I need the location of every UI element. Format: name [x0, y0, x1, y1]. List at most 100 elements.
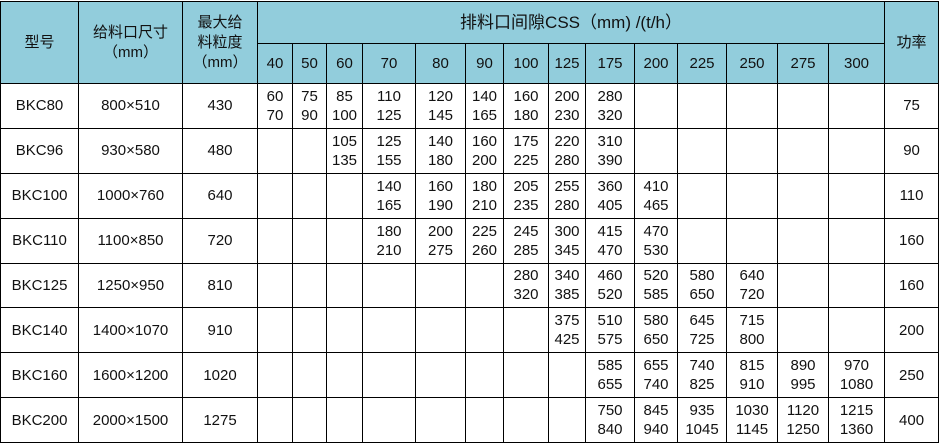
- capacity-cell: 160 180: [503, 83, 549, 129]
- capacity-cell: 85 100: [326, 83, 363, 129]
- capacity-cell: [362, 262, 416, 309]
- capacity-max: 465: [643, 196, 669, 214]
- capacity-max: 190: [427, 196, 454, 214]
- capacity-min: 470: [643, 222, 669, 240]
- capacity-cell: [257, 307, 293, 354]
- feed-opening-cell: 1250×950: [78, 262, 183, 309]
- capacity-cell: 105 135: [326, 127, 363, 174]
- capacity-min: 1215: [839, 402, 874, 420]
- header-css-caption: 排料口间隙CSS（mm) /(t/h）: [256, 1, 886, 44]
- capacity-cell: 125 155: [362, 127, 416, 174]
- capacity-cell: 160 190: [415, 172, 466, 219]
- feed-opening-cell: 1100×850: [78, 217, 183, 264]
- capacity-min: 1030: [735, 402, 769, 420]
- capacity-cell: [292, 307, 327, 354]
- capacity-cell: [292, 172, 327, 219]
- capacity-cell: [677, 83, 727, 129]
- capacity-max: 230: [554, 106, 580, 124]
- capacity-min: 715: [739, 312, 765, 330]
- table-row: BKC160 1600×1200 1020 585 655 655 740 740 825 815…: [0, 352, 940, 399]
- capacity-cell: [292, 352, 327, 399]
- capacity-cell: [465, 262, 504, 309]
- capacity-cell: 640 720: [726, 262, 778, 309]
- capacity-max: 180: [513, 106, 539, 124]
- capacity-cell: [292, 397, 327, 443]
- max-feed-cell: 430: [182, 83, 258, 129]
- feed-opening-cell: 2000×1500: [78, 397, 183, 443]
- capacity-max: 425: [554, 331, 580, 349]
- capacity-cell: [326, 262, 363, 309]
- capacity-min: 580: [643, 312, 669, 330]
- capacity-min: 245: [513, 222, 539, 240]
- feed-opening-cell: 1000×760: [78, 172, 183, 219]
- capacity-cell: [326, 172, 363, 219]
- feed-opening-cell: 800×510: [78, 83, 183, 129]
- capacity-cell: 340 385: [548, 262, 586, 309]
- capacity-cell: [326, 397, 363, 443]
- power-cell: 75: [884, 83, 940, 129]
- capacity-cell: [548, 352, 586, 399]
- capacity-cell: [292, 262, 327, 309]
- capacity-max: 235: [513, 196, 539, 214]
- capacity-max: 1045: [685, 421, 719, 439]
- capacity-cell: [415, 307, 466, 354]
- header-max-feed-unit: （mm）: [192, 53, 248, 71]
- capacity-max: 840: [597, 421, 623, 439]
- capacity-cell: 460 520: [585, 262, 635, 309]
- capacity-min: 160: [427, 177, 454, 195]
- max-feed-cell: 810: [182, 262, 258, 309]
- capacity-min: 360: [597, 177, 623, 195]
- max-feed-cell: 1020: [182, 352, 258, 399]
- header-css-90: 90: [465, 43, 504, 84]
- capacity-min: 845: [643, 402, 669, 420]
- capacity-cell: [827, 127, 886, 174]
- capacity-cell: 360 405: [585, 172, 635, 219]
- capacity-max: 1080: [839, 376, 874, 394]
- header-css-40: 40: [257, 43, 293, 84]
- capacity-max: 940: [643, 421, 669, 439]
- header-css-80: 80: [415, 43, 466, 84]
- capacity-min: 205: [513, 177, 539, 195]
- table-row: BKC140 1400×1070 910 375 425 510 575 580 650 645 7…: [0, 307, 940, 354]
- capacity-min: 225: [471, 222, 498, 240]
- capacity-max: 260: [471, 241, 498, 259]
- table-row: BKC96 930×580 480 105 135 125 155 140 180 160 200 1…: [0, 127, 940, 174]
- capacity-cell: [292, 127, 327, 174]
- max-feed-cell: 1275: [182, 397, 258, 443]
- header-feed-opening-label: 给料口尺寸: [92, 23, 168, 41]
- capacity-cell: 280 320: [503, 262, 549, 309]
- capacity-min: 815: [739, 357, 765, 375]
- capacity-cell: [677, 172, 727, 219]
- power-cell: 200: [884, 307, 940, 354]
- capacity-max: 165: [376, 196, 402, 214]
- capacity-min: 740: [689, 357, 715, 375]
- capacity-max: 390: [597, 151, 623, 169]
- capacity-cell: [257, 127, 293, 174]
- capacity-cell: [777, 83, 829, 129]
- capacity-min: 645: [689, 312, 715, 330]
- model-cell: BKC140: [0, 307, 79, 354]
- header-css-300: 300: [827, 43, 886, 84]
- capacity-max: 165: [471, 106, 498, 124]
- max-feed-cell: 640: [182, 172, 258, 219]
- capacity-min: 140: [376, 177, 402, 195]
- capacity-cell: [503, 307, 549, 354]
- capacity-cell: 140 165: [465, 83, 504, 129]
- capacity-max: 520: [597, 286, 623, 304]
- table-row: BKC125 1250×950 810 280 320 340 385 460 520 520 58…: [0, 262, 940, 309]
- capacity-cell: [726, 127, 778, 174]
- capacity-cell: [677, 217, 727, 264]
- table-row: BKC200 2000×1500 1275 750 840 845 940 935 1045 10…: [0, 397, 940, 443]
- power-cell: 110: [884, 172, 940, 219]
- capacity-cell: [362, 397, 416, 443]
- header-model: 型号: [0, 1, 79, 84]
- capacity-max: 200: [471, 151, 498, 169]
- capacity-cell: [257, 397, 293, 443]
- capacity-cell: [465, 307, 504, 354]
- capacity-cell: 645 725: [677, 307, 727, 354]
- capacity-cell: 375 425: [548, 307, 586, 354]
- header-css-125: 125: [548, 43, 586, 84]
- capacity-cell: 180 210: [362, 217, 416, 264]
- capacity-cell: 520 585: [634, 262, 678, 309]
- capacity-cell: [827, 217, 886, 264]
